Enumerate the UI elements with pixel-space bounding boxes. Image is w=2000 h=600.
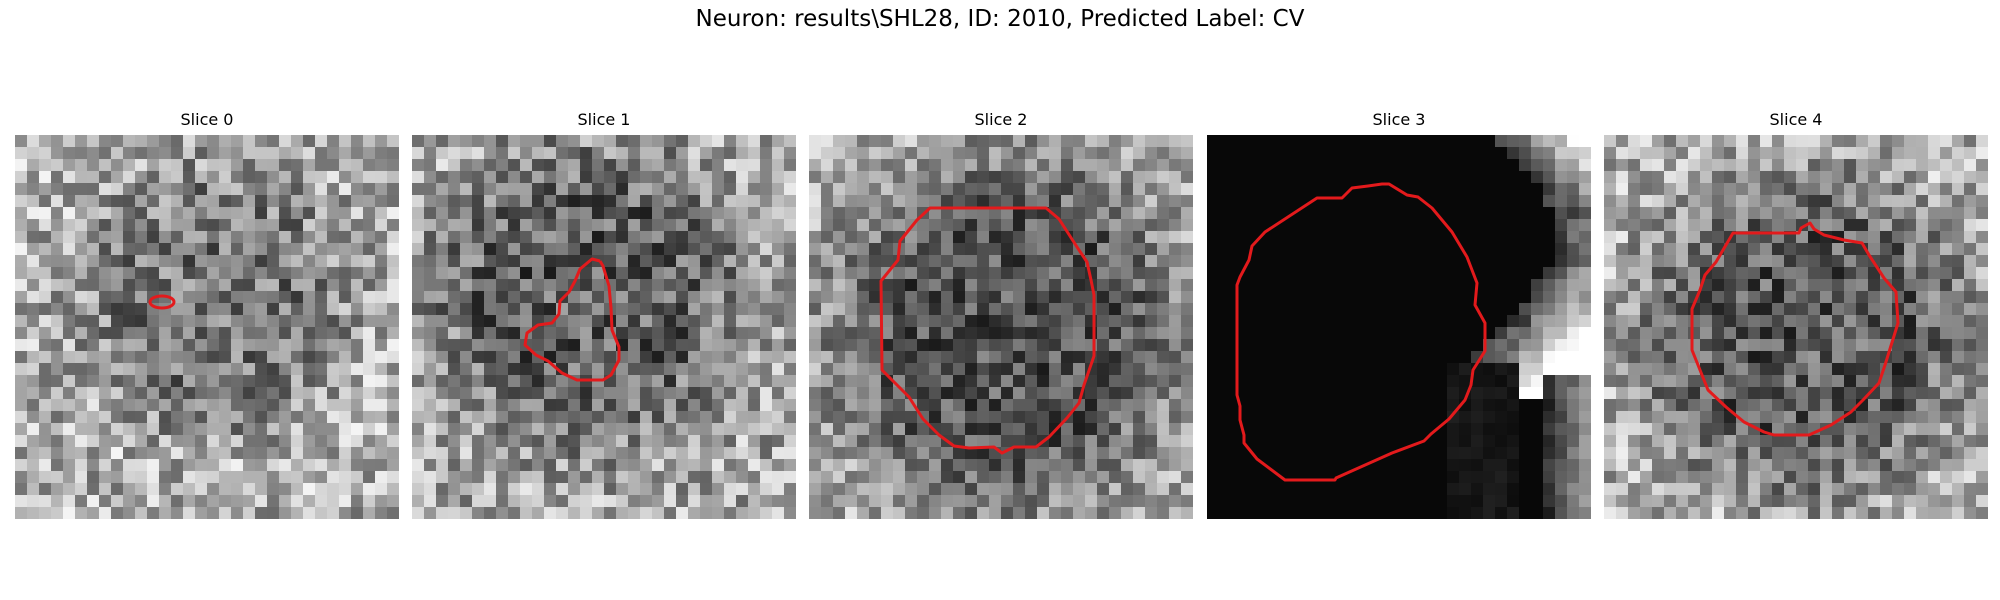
slice-image-0	[15, 135, 399, 519]
slice-3-roi-contour	[1235, 182, 1487, 482]
slice-title-4: Slice 4	[1769, 110, 1823, 129]
slice-image-1	[412, 135, 796, 519]
slice-image-3	[1207, 135, 1591, 519]
slice-title-3: Slice 3	[1372, 110, 1426, 129]
figure-title: Neuron: results\SHL28, ID: 2010, Predict…	[695, 6, 1305, 32]
slice-title-2: Slice 2	[974, 110, 1028, 129]
slice-2-pixels	[809, 135, 1193, 519]
slice-0-roi-contour	[148, 294, 176, 310]
slice-4-roi-contour	[1690, 221, 1900, 437]
slice-2-roi-contour	[879, 206, 1096, 455]
slice-1-pixels	[412, 135, 796, 519]
slice-0-pixels	[15, 135, 399, 519]
slice-1-roi-contour	[523, 257, 621, 382]
slice-image-4	[1604, 135, 1988, 519]
slice-3-pixels	[1207, 135, 1591, 519]
slice-title-1: Slice 1	[577, 110, 631, 129]
slice-title-0: Slice 0	[180, 110, 234, 129]
slice-image-2	[809, 135, 1193, 519]
slice-4-pixels	[1604, 135, 1988, 519]
